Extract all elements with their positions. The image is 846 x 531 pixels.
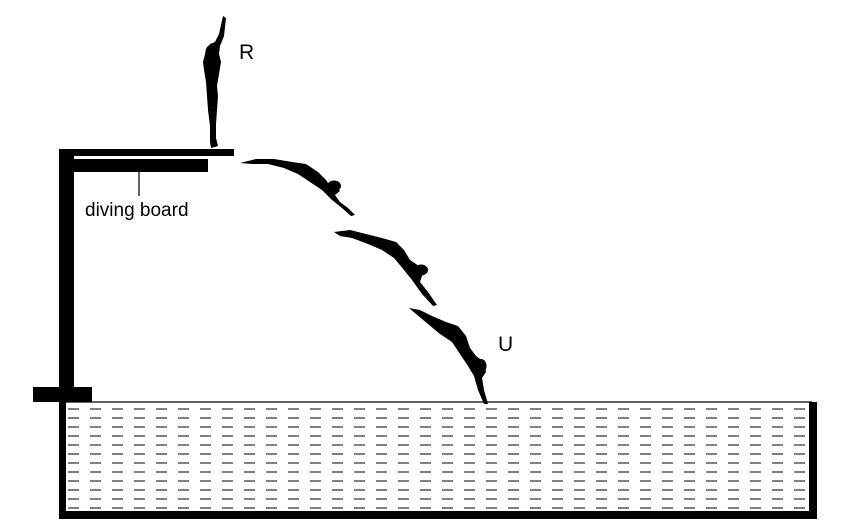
pool-right-wall [809,402,817,519]
pool-left-wall [59,402,66,519]
label-R: R [239,41,254,64]
pool [59,401,817,519]
label-U: U [498,333,513,356]
board-label: diving board [85,200,189,221]
board-top-plank [59,149,234,156]
pool-floor [59,511,817,519]
water [66,402,812,514]
support-base [33,387,92,402]
diver-flight-icon [240,159,355,216]
diver-standing-icon [203,16,226,148]
diver-descending-icon [334,230,437,306]
board-lower-plank [59,159,208,172]
support-column [59,149,74,392]
diving-board-structure: diving board [33,149,234,402]
diver-entering-icon [409,308,488,404]
